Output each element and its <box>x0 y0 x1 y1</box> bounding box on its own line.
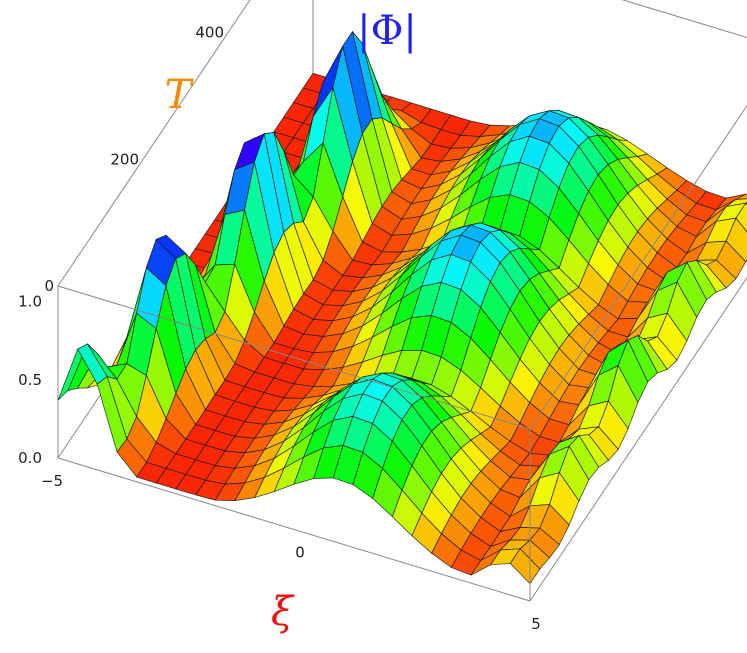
box-edge <box>529 276 747 602</box>
box-edge <box>57 0 251 287</box>
box-edge <box>57 285 531 430</box>
t-tick-label: 400 <box>195 24 224 42</box>
box-edge <box>621 0 747 39</box>
surface-patch <box>735 193 747 200</box>
surface-patch <box>509 548 541 585</box>
z-tick-label: 1.0 <box>18 293 42 311</box>
xi-tick-label: 5 <box>531 615 541 633</box>
tick-labels: −50502004006000.00.51.0 <box>18 24 541 633</box>
xi-tick-label: 0 <box>295 544 305 562</box>
box-edge <box>529 104 747 430</box>
z-tick-label: 0.5 <box>18 371 42 389</box>
t-tick-label: 0 <box>44 277 54 295</box>
bounding-box-front <box>57 104 747 602</box>
surface-patch <box>735 202 747 233</box>
t-axis-title: T <box>165 72 195 118</box>
box-edge <box>57 457 531 602</box>
xi-tick-label: −5 <box>41 472 63 490</box>
z-tick-label: 0.0 <box>18 449 42 467</box>
xi-axis-title: ξ <box>271 589 295 635</box>
t-tick-label: 200 <box>110 150 139 168</box>
plot-title: |Φ| <box>357 8 417 54</box>
surface-mesh <box>57 30 747 585</box>
